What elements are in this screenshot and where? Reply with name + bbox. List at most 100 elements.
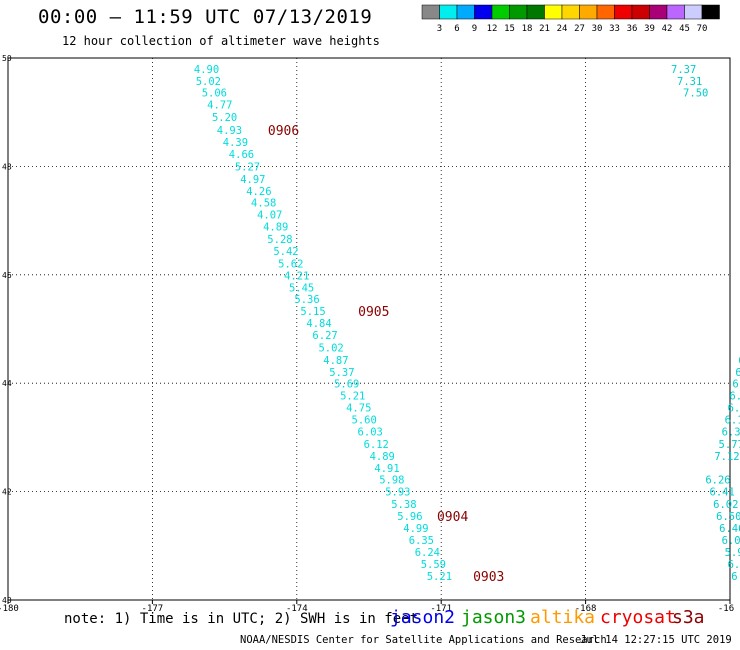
wave-height-value: 5.42 bbox=[273, 246, 298, 258]
colorbar-tick-label: 9 bbox=[472, 24, 477, 34]
chart-grid bbox=[8, 58, 730, 600]
wave-height-value: 5.45 bbox=[289, 282, 314, 294]
wave-height-value: 4.39 bbox=[223, 137, 248, 149]
x-tick-label: -168 bbox=[575, 604, 597, 614]
wave-height-value: 4.93 bbox=[217, 125, 242, 137]
colorbar-tick-label: 6 bbox=[454, 24, 459, 34]
wave-height-value: 7.37 bbox=[671, 64, 696, 76]
y-tick-label: 46 bbox=[2, 271, 12, 280]
legend-jason2: jason2 bbox=[390, 607, 456, 628]
wave-height-value: 5.93 bbox=[385, 487, 410, 499]
colorbar-swatch bbox=[456, 4, 475, 20]
pass-time-label: 0904 bbox=[437, 510, 468, 525]
colorbar-swatch bbox=[649, 4, 668, 20]
wave-height-value: 6.61 bbox=[738, 355, 740, 367]
colorbar-tick-label: 39 bbox=[644, 24, 655, 34]
wave-height-value: 5.21 bbox=[340, 391, 365, 403]
wave-height-value: 5.59 bbox=[421, 559, 446, 571]
colorbar-swatch bbox=[474, 4, 493, 20]
colorbar-swatch bbox=[561, 4, 580, 20]
colorbar-tick-label: 45 bbox=[679, 24, 690, 34]
plot-frame bbox=[7, 57, 731, 601]
x-tick-label: -177 bbox=[142, 604, 164, 614]
wave-height-value: 5.98 bbox=[379, 475, 404, 487]
wave-height-value: 5.28 bbox=[267, 234, 292, 246]
wave-height-value: 6.46 bbox=[719, 523, 740, 535]
colorbar-tick-label: 42 bbox=[662, 24, 673, 34]
wave-height-value: 5.62 bbox=[278, 258, 303, 270]
wave-height-value: 6.56 bbox=[731, 571, 740, 583]
colorbar-tick-label: 12 bbox=[487, 24, 498, 34]
wave-height-value: 5.02 bbox=[196, 76, 221, 88]
wave-height-value: 6.84 bbox=[732, 379, 740, 391]
wave-height-value: 4.07 bbox=[257, 210, 282, 222]
colorbar-tick-label: 3 bbox=[437, 24, 442, 34]
colorbar-swatch bbox=[526, 4, 545, 20]
wave-height-value: 6.16 bbox=[725, 415, 740, 427]
wave-height-value: 5.15 bbox=[300, 306, 325, 318]
wave-height-value: 6.50 bbox=[716, 511, 740, 523]
wave-height-value: 4.89 bbox=[370, 451, 395, 463]
wave-height-value: 5.96 bbox=[397, 511, 422, 523]
x-tick-label: -180 bbox=[0, 604, 19, 614]
wave-height-value: 6.26 bbox=[705, 475, 730, 487]
y-tick-label: 44 bbox=[2, 379, 12, 388]
wave-height-value: 7.31 bbox=[677, 76, 702, 88]
colorbar-swatch bbox=[596, 4, 615, 20]
wave-height-value: 6.12 bbox=[364, 439, 389, 451]
wave-height-value: 6.96 bbox=[728, 559, 740, 571]
wave-height-value: 5.06 bbox=[202, 88, 227, 100]
wave-height-value: 4.84 bbox=[306, 318, 331, 330]
legend-s3a: s3a bbox=[672, 607, 705, 628]
wave-height-value: 5.27 bbox=[235, 161, 260, 173]
x-tick-label: -171 bbox=[430, 604, 452, 614]
colorbar-swatch bbox=[631, 4, 650, 20]
pass-time-label: 0906 bbox=[268, 124, 299, 139]
chart-subtitle: 12 hour collection of altimeter wave hei… bbox=[62, 34, 380, 48]
wave-height-value: 4.91 bbox=[374, 463, 399, 475]
wave-height-value: 6.01 bbox=[729, 391, 740, 403]
wave-height-value: 5.98 bbox=[725, 547, 740, 559]
y-tick-label: 50 bbox=[2, 54, 12, 63]
wave-height-value: 6.41 bbox=[710, 487, 735, 499]
wave-height-value: 5.37 bbox=[329, 367, 354, 379]
wave-height-value: 6.27 bbox=[312, 330, 337, 342]
wave-height-value: 4.77 bbox=[207, 100, 232, 112]
wave-height-value: 4.75 bbox=[346, 403, 371, 415]
wave-height-value: 4.87 bbox=[323, 355, 348, 367]
colorbar-tick-label: 24 bbox=[557, 24, 568, 34]
wave-height-value: 6.35 bbox=[409, 535, 434, 547]
wave-height-value: 4.97 bbox=[240, 174, 265, 186]
wave-height-value: 5.38 bbox=[391, 499, 416, 511]
colorbar-swatch bbox=[509, 4, 528, 20]
color-scale-legend: 3 6 9 12 15 18 21 24 27 30 33 36 39 42 45 70 bbox=[421, 4, 720, 34]
wave-height-value: 5.21 bbox=[427, 571, 452, 583]
colorbar-swatch bbox=[439, 4, 458, 20]
x-tick-label: -174 bbox=[286, 604, 308, 614]
wave-height-value: 6.24 bbox=[415, 547, 440, 559]
colorbar-swatch bbox=[684, 4, 703, 20]
colorbar-swatch bbox=[579, 4, 598, 20]
colorbar-swatch bbox=[614, 4, 633, 20]
y-tick-label: 40 bbox=[2, 596, 12, 605]
colorbar-tick-label: 18 bbox=[522, 24, 533, 34]
legend-jason3: jason3 bbox=[461, 607, 527, 628]
wave-height-value: 4.21 bbox=[284, 270, 309, 282]
legend-cryosat: cryosat bbox=[600, 607, 676, 628]
wave-height-value: 4.26 bbox=[246, 186, 271, 198]
colorbar-tick-label: 15 bbox=[504, 24, 515, 34]
wave-height-value: 6.94 bbox=[728, 403, 740, 415]
colorbar-tick-label: 70 bbox=[697, 24, 708, 34]
colorbar-swatch bbox=[544, 4, 563, 20]
colorbar-swatch bbox=[666, 4, 685, 20]
chart-axes: -180 -177 -174 -171 -168 -16 40 42 44 46 48 50 bbox=[0, 54, 734, 614]
wave-height-value: 4.58 bbox=[251, 198, 276, 210]
wave-height-value: 7.50 bbox=[683, 88, 708, 100]
colorbar-tick-label: 33 bbox=[609, 24, 620, 34]
wave-height-value: 5.02 bbox=[318, 342, 343, 354]
wave-height-value: 6.54 bbox=[735, 367, 740, 379]
wave-height-value: 6.02 bbox=[713, 499, 738, 511]
wave-height-value: 4.90 bbox=[194, 64, 219, 76]
y-tick-label: 42 bbox=[2, 488, 12, 497]
